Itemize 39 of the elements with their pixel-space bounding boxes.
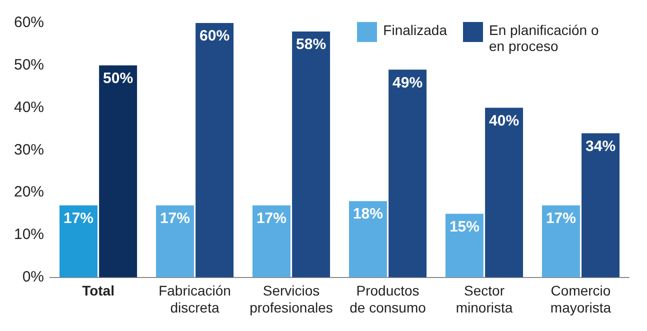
- data-label: 50%: [103, 70, 134, 88]
- bar: [60, 205, 98, 278]
- bar: [582, 133, 620, 278]
- bar: [156, 205, 194, 278]
- bar: [292, 31, 330, 278]
- data-label: 18%: [352, 206, 383, 223]
- data-label: 17%: [546, 210, 576, 227]
- y-tick-label: 50%: [14, 56, 44, 74]
- data-label: 17%: [63, 210, 94, 227]
- legend-label: Finalizada: [383, 22, 447, 38]
- y-tick-label: 20%: [14, 184, 44, 201]
- data-label: 34%: [586, 138, 616, 155]
- data-label: 15%: [449, 218, 480, 236]
- x-tick-label: Productos de consumo: [350, 282, 426, 316]
- bar: [252, 205, 290, 278]
- y-tick-label: 60%: [14, 14, 44, 32]
- legend-label: En planificación o en proceso: [489, 22, 600, 54]
- bar: [196, 23, 234, 278]
- bar: [542, 205, 580, 278]
- bar: [485, 108, 524, 278]
- x-tick-label: Sector minorista: [456, 282, 513, 316]
- data-label: 17%: [256, 210, 286, 227]
- x-tick-label: Total: [82, 282, 114, 299]
- data-label: 40%: [489, 112, 520, 130]
- bar: [388, 70, 427, 278]
- y-tick-label: 10%: [14, 226, 44, 244]
- y-tick-label: 0%: [22, 268, 44, 286]
- x-tick-label: Servicios profesionales: [250, 282, 333, 316]
- data-label: 60%: [200, 28, 230, 45]
- data-label: 58%: [296, 36, 326, 54]
- bar: [445, 214, 484, 278]
- y-tick-label: 30%: [14, 141, 44, 158]
- x-tick-label: Fabricación discreta: [158, 282, 231, 316]
- data-label: 17%: [160, 210, 190, 227]
- y-tick-label: 40%: [14, 98, 44, 116]
- data-label: 49%: [392, 74, 423, 92]
- x-tick-label: Comercio mayorista: [550, 282, 612, 316]
- bar: [348, 201, 387, 278]
- bar: [99, 65, 138, 278]
